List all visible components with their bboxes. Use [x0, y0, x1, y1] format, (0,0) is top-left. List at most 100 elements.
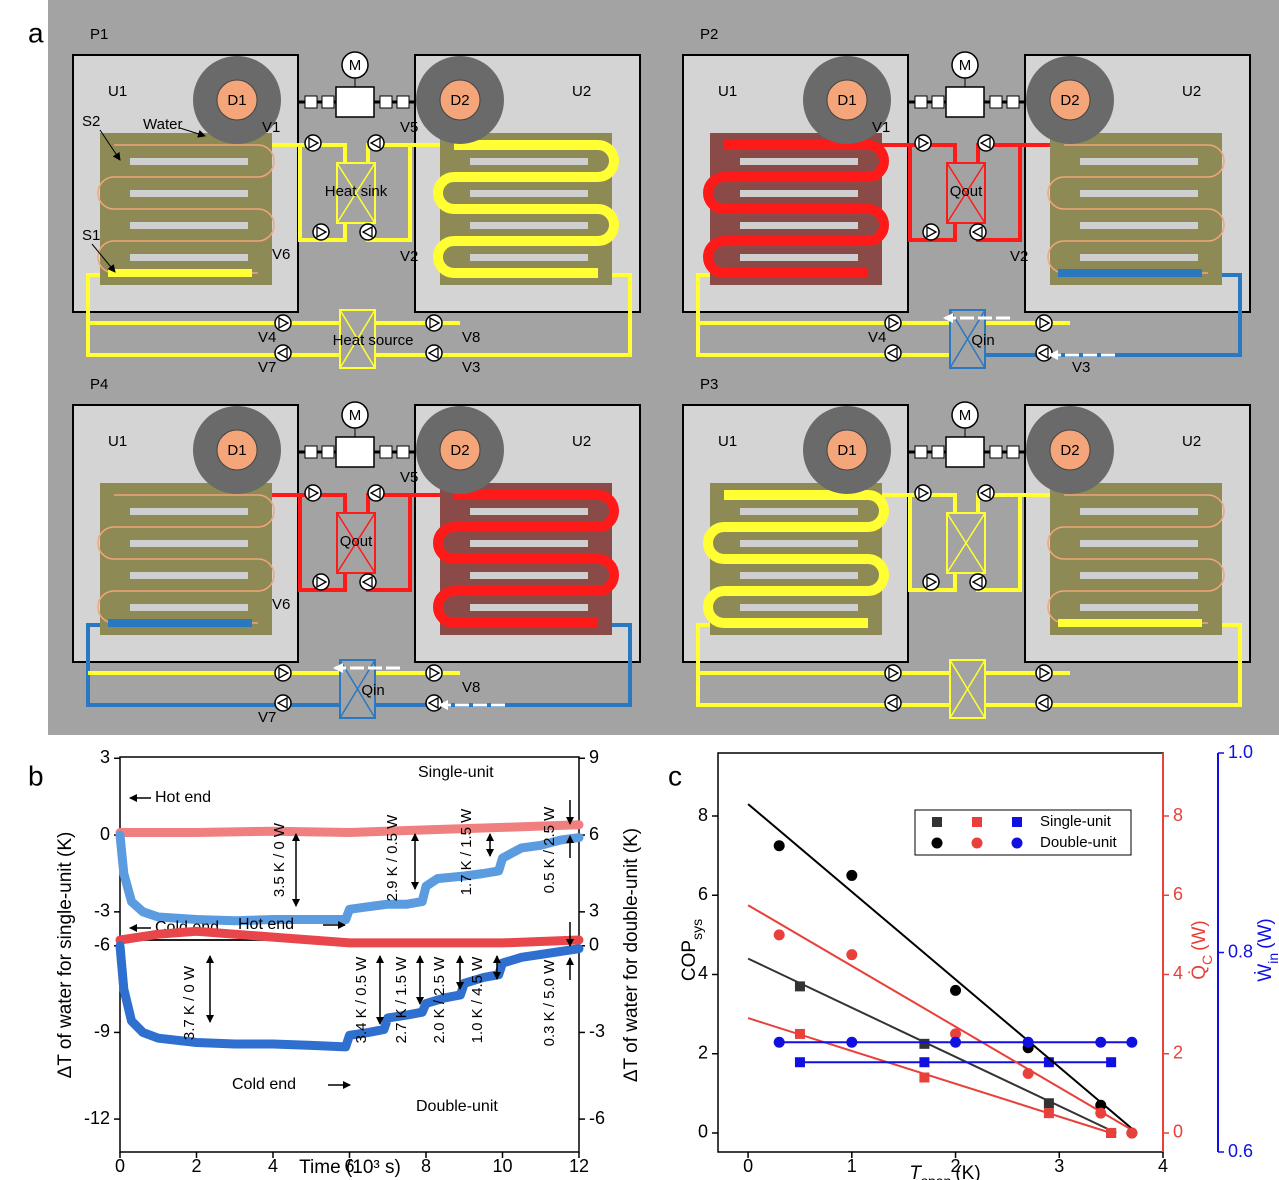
valve-label: V6 [272, 596, 290, 613]
y2-tick-label: 6 [1173, 884, 1183, 904]
unit-label: U1 [718, 433, 737, 450]
plate [1080, 158, 1198, 165]
x-tick-label: 4 [1158, 1156, 1168, 1176]
point [1126, 1037, 1137, 1048]
legend-marker [972, 817, 982, 827]
legend-marker [1012, 838, 1023, 849]
plate [740, 572, 858, 579]
point [1044, 1108, 1054, 1118]
coupling [397, 446, 409, 458]
y2-tick-label: 4 [1173, 963, 1183, 983]
y-tick-label: 2 [698, 1042, 708, 1062]
y-tick-label: -3 [94, 901, 110, 921]
point [774, 929, 785, 940]
series-label: Hot end [238, 916, 294, 933]
y2-tick-label: 0 [1173, 1122, 1183, 1142]
plate [130, 572, 248, 579]
coupling [1007, 96, 1019, 108]
panel-label: P3 [700, 376, 718, 393]
valve-label: V7 [258, 709, 276, 726]
y-tick-label: -9 [94, 1021, 110, 1041]
coupling [1007, 446, 1019, 458]
motor-label: M [959, 407, 972, 424]
plate [740, 508, 858, 515]
x-tick-label: 0 [743, 1156, 753, 1176]
plate [1080, 190, 1198, 197]
x-tick-label: 12 [569, 1156, 589, 1176]
gearbox [336, 437, 374, 467]
x-label-unit: (K) [955, 1163, 980, 1180]
line-series [120, 825, 579, 833]
y2-tick-label: 6 [589, 824, 599, 844]
coupling [915, 96, 927, 108]
valve-label: V1 [262, 119, 280, 136]
plate [470, 508, 588, 515]
coupling [305, 446, 317, 458]
plate [1080, 604, 1198, 611]
coupling [990, 96, 1002, 108]
x-tick-label: 4 [268, 1156, 278, 1176]
panel-letter: b [28, 760, 44, 791]
plate [130, 190, 248, 197]
point [1095, 1108, 1106, 1119]
y2-label-unit: (W) [1189, 920, 1210, 951]
unit-label: U2 [1182, 83, 1201, 100]
annotation: 0.3 K / 5.0 W [541, 959, 558, 1047]
y2-tick-label: -6 [589, 1108, 605, 1128]
motor-label: M [349, 407, 362, 424]
series-label: Cold end [232, 1076, 296, 1093]
y2-tick-label: 0 [589, 935, 599, 955]
plate [470, 604, 588, 611]
annotation: 2.0 K / 2.5 W [431, 956, 448, 1044]
y2-tick-label: 3 [589, 901, 599, 921]
annotation: 1.0 K / 4.5 W [469, 956, 486, 1044]
valve-label: V5 [400, 469, 418, 486]
point [1023, 1068, 1034, 1079]
annotation: 2.9 K / 0.5 W [384, 814, 401, 902]
plate [740, 190, 858, 197]
coupling [932, 96, 944, 108]
panel-letter: a [28, 17, 44, 48]
annotation: Water [143, 116, 182, 133]
point [950, 1037, 961, 1048]
gearbox [946, 87, 984, 117]
coupling [397, 96, 409, 108]
plate [740, 604, 858, 611]
drum-label: D1 [837, 92, 856, 109]
valve-label: V7 [258, 359, 276, 376]
exchanger-label: Qout [950, 183, 983, 200]
plate [1080, 572, 1198, 579]
valve-label: V4 [868, 329, 886, 346]
y-tick-label: 6 [698, 884, 708, 904]
point [774, 840, 785, 851]
point [846, 1037, 857, 1048]
unit-label: U1 [108, 433, 127, 450]
valve-label: V4 [258, 329, 276, 346]
point [795, 981, 805, 991]
valve-label: V3 [1072, 359, 1090, 376]
plate [1080, 540, 1198, 547]
plate [1080, 254, 1198, 261]
annotation: 2.7 K / 1.5 W [393, 956, 410, 1044]
y-axis-label: ΔT of water for single-unit (K) [55, 832, 76, 1079]
plate [470, 572, 588, 579]
annotation: 3.5 K / 0 W [271, 822, 288, 897]
point [919, 1073, 929, 1083]
y3-tick-label: 0.8 [1228, 941, 1253, 961]
point [795, 1057, 805, 1067]
drum-label: D2 [450, 442, 469, 459]
point [846, 949, 857, 960]
y2-label-sub: C [1199, 955, 1215, 965]
unit-label: U2 [572, 83, 591, 100]
point [950, 985, 961, 996]
x-tick-label: 10 [492, 1156, 512, 1176]
drum-label: D1 [837, 442, 856, 459]
plate [130, 158, 248, 165]
plate [130, 222, 248, 229]
exchanger-label: Qin [971, 332, 994, 349]
y3-tick-label: 1.0 [1228, 742, 1253, 762]
legend-label: Single-unit [1040, 813, 1112, 830]
plate [1080, 508, 1198, 515]
exchanger-label: Qin [361, 682, 384, 699]
point [919, 1039, 929, 1049]
